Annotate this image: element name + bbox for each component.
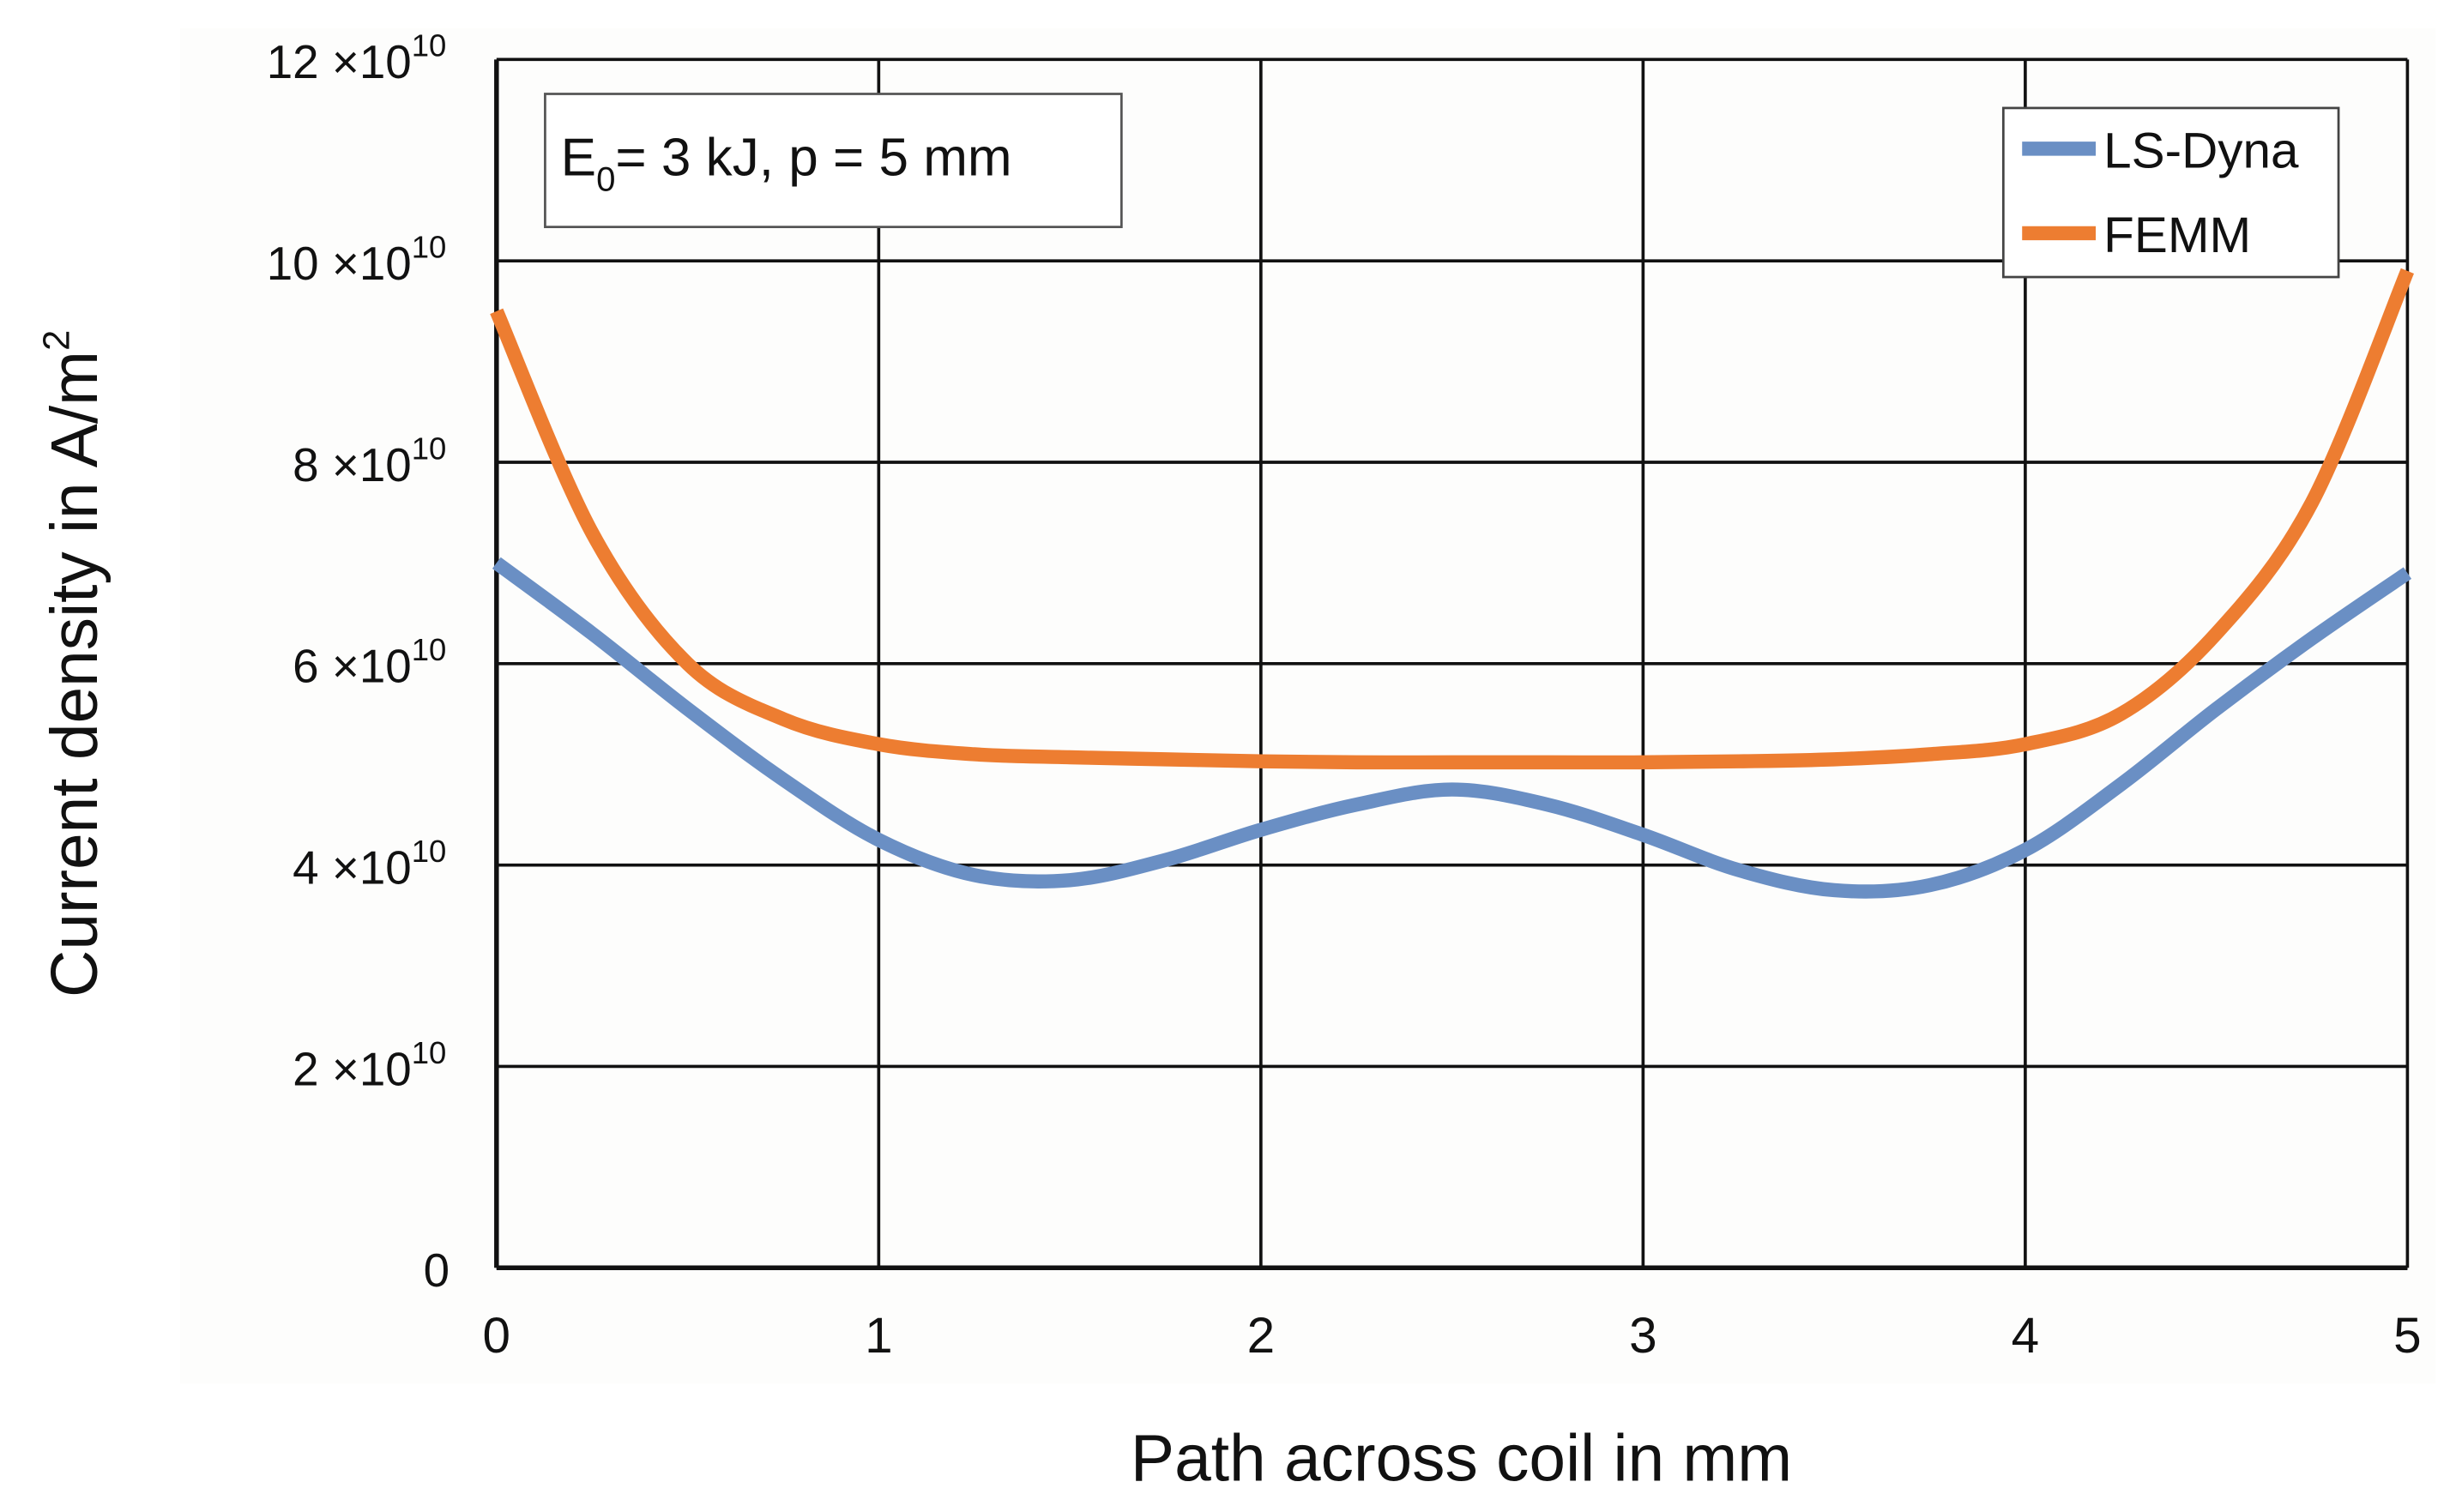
annotation-text: = 3 kJ, p = 5 mm (615, 128, 1011, 187)
x-tick-label: 2 (1247, 1308, 1275, 1364)
series-line-ls-dyna (492, 557, 2412, 899)
legend-label-femm: FEMM (2103, 208, 2251, 263)
data-series (490, 268, 2414, 899)
x-tick-label: 4 (2012, 1308, 2039, 1364)
annotation-E: E (561, 128, 596, 187)
x-tick-label: 5 (2393, 1308, 2421, 1364)
series-line-femm (490, 268, 2414, 770)
y-axis-label: Current density in A/m2 (35, 330, 112, 997)
y-tick-label: 12 ×1010 (267, 28, 447, 89)
annotation-box: E0= 3 kJ, p = 5 mm (544, 93, 1123, 229)
x-tick-label: 1 (865, 1308, 892, 1364)
annotation-subscript: 0 (596, 160, 615, 199)
y-tick-label: 2 ×1010 (293, 1035, 446, 1096)
y-axis-ticks: 0 2 ×1010 4 ×1010 6 ×1010 8 ×1010 10 ×1010 12 … (267, 28, 450, 1297)
y-tick-label: 10 ×1010 (267, 230, 447, 291)
x-tick-label: 0 (483, 1308, 510, 1364)
legend-label-ls-dyna: LS-Dyna (2103, 123, 2299, 178)
y-tick-label: 0 (424, 1244, 450, 1297)
x-axis-ticks: 0 1 2 3 4 5 (483, 1308, 2422, 1364)
y-tick-label: 6 ×1010 (293, 632, 446, 693)
y-tick-label: 4 ×1010 (293, 834, 446, 895)
grid-lines (494, 57, 2410, 1271)
y-tick-label: 8 ×1010 (293, 431, 446, 491)
x-tick-label: 3 (1629, 1308, 1656, 1364)
legend: LS-Dyna FEMM (2001, 106, 2340, 279)
svg-text:E0= 3 kJ, p = 5 mm: E0= 3 kJ, p = 5 mm (561, 128, 1012, 198)
x-axis-label: Path across coil in mm (1131, 1423, 1792, 1496)
